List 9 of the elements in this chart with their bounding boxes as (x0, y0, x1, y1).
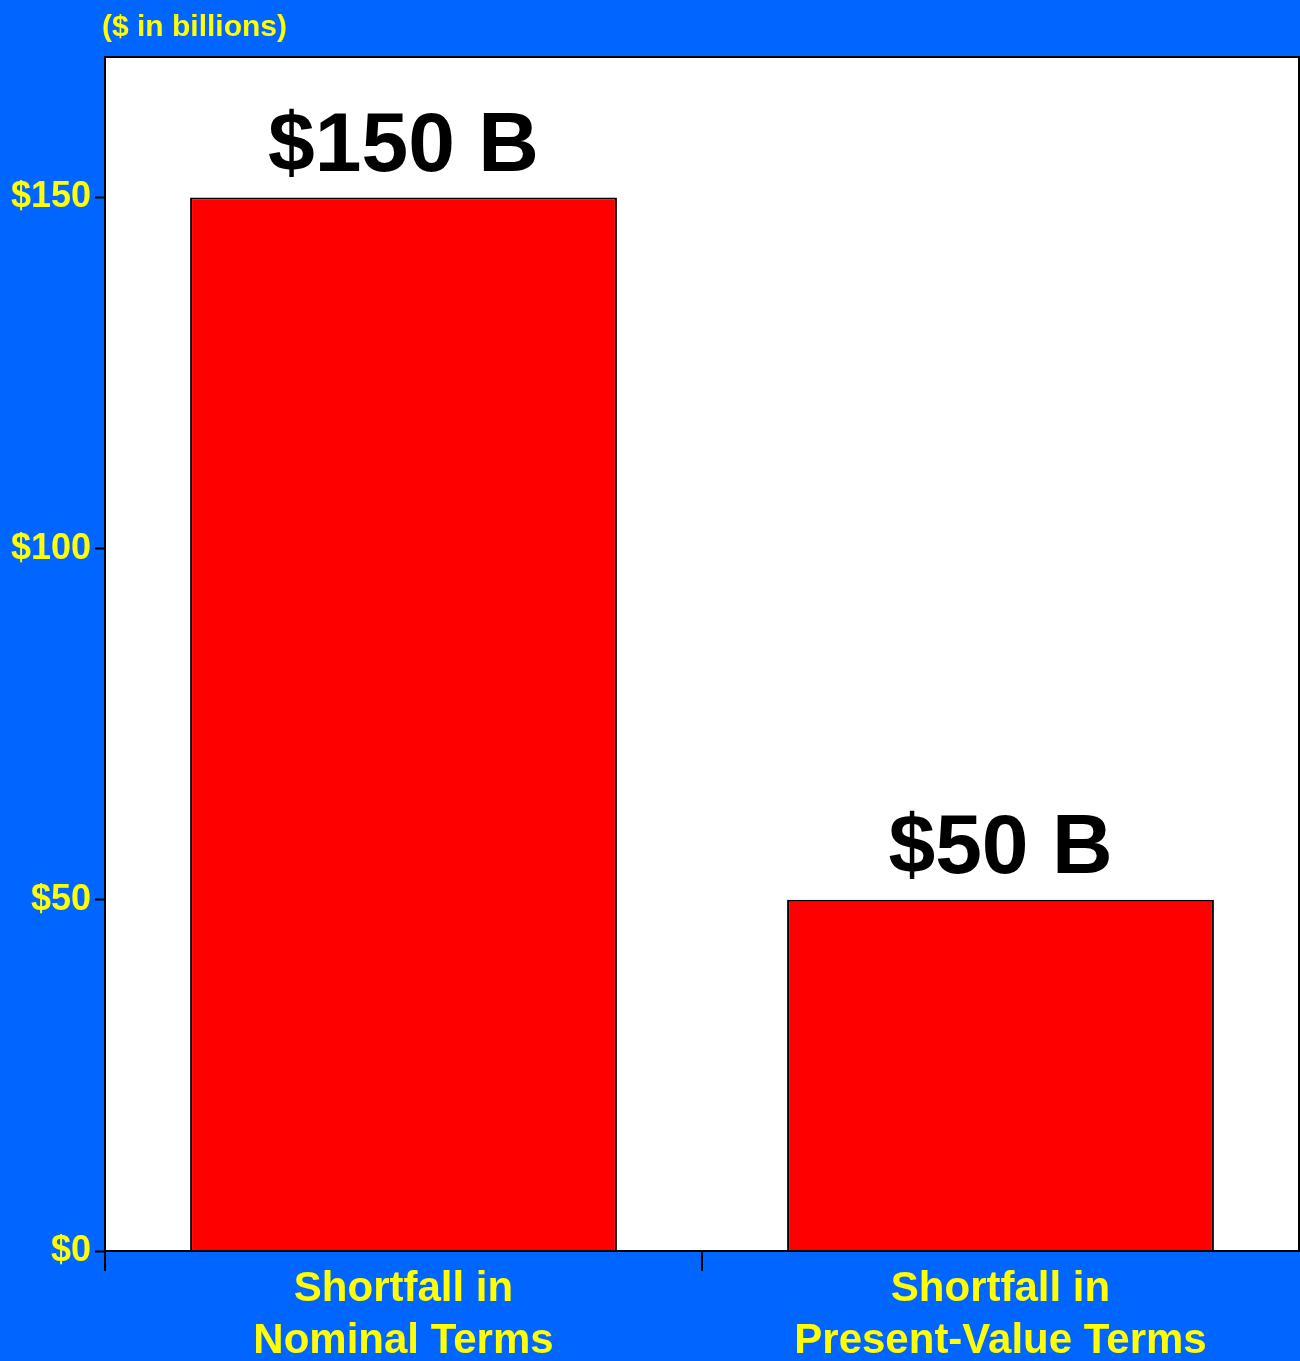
y-tick-label: $0 (50, 1227, 91, 1269)
data-label: $50 B (888, 796, 1113, 891)
y-tick-label: $100 (10, 525, 91, 567)
x-tick-label: Shortfall in Nominal Terms (253, 1262, 554, 1361)
y-tick-label: $50 (30, 876, 91, 918)
y-tick-label: $150 (10, 174, 91, 216)
y-axis-title: ($ in billions) (102, 9, 287, 43)
data-label: $150 B (268, 94, 539, 189)
x-tick-label: Shortfall in Present-Value Terms (794, 1262, 1207, 1361)
